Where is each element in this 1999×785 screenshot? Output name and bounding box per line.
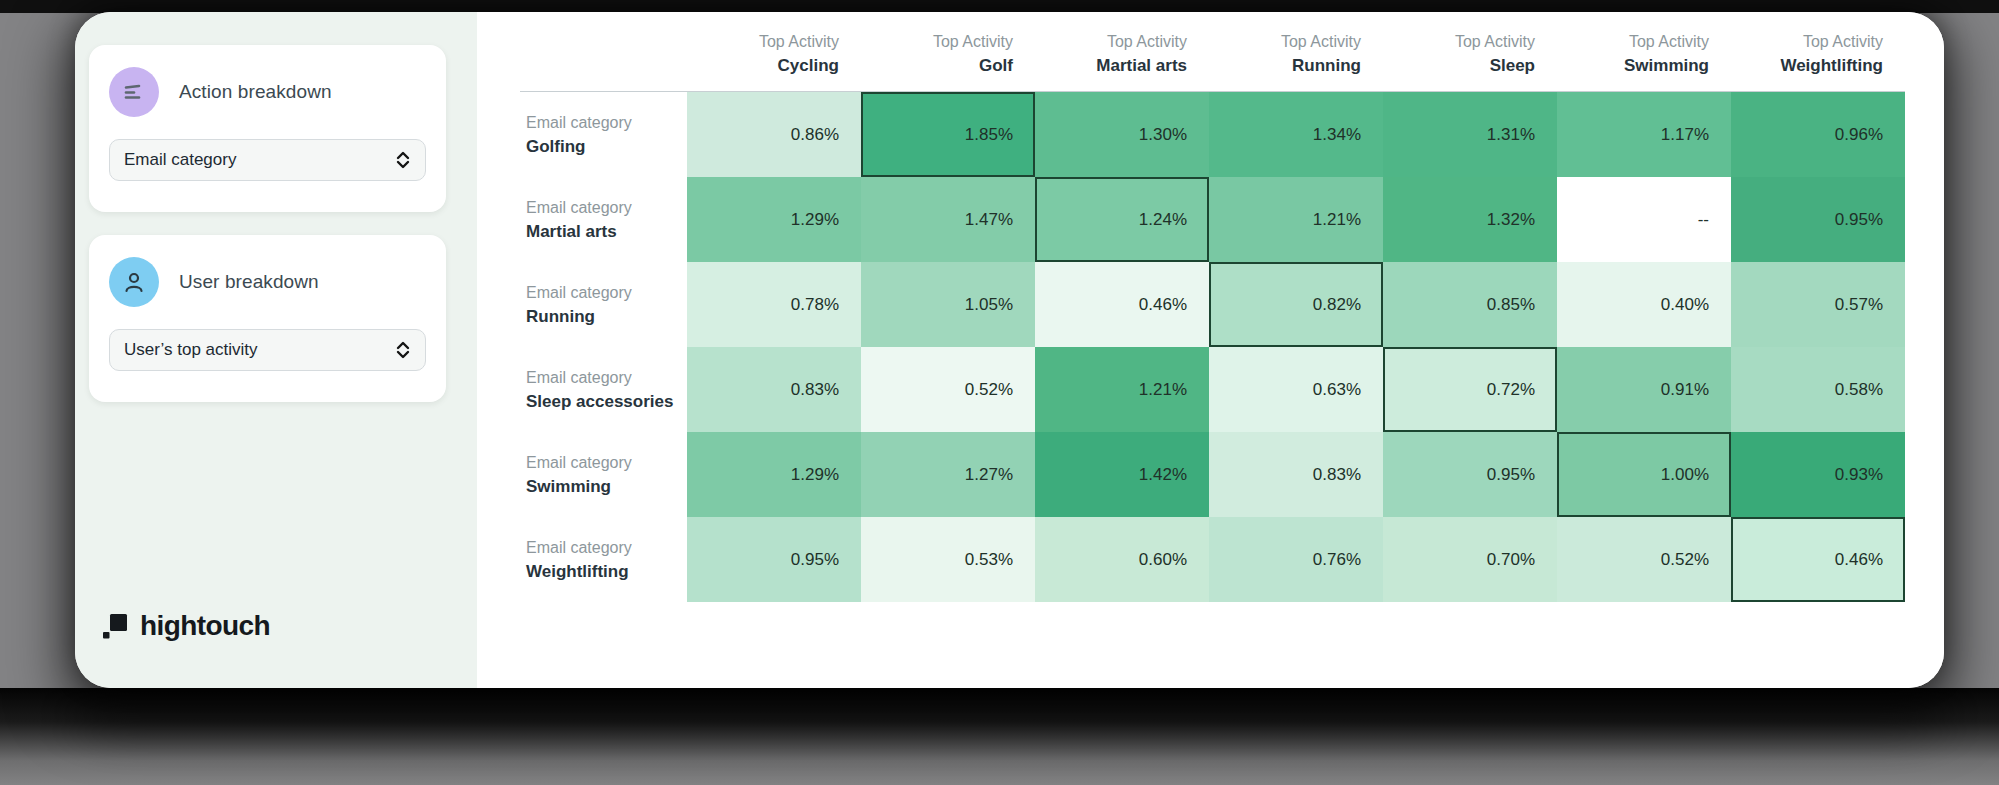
heatmap-cell[interactable]: 0.52% — [1557, 517, 1731, 602]
user-breakdown-panel: User breakdown User’s top activity — [89, 235, 446, 402]
row-label-weightlifting: Email categoryWeightlifting — [520, 517, 687, 602]
action-breakdown-select-value: Email category — [124, 150, 236, 170]
action-breakdown-select[interactable]: Email category — [109, 139, 426, 181]
heatmap-cell[interactable]: 0.95% — [687, 517, 861, 602]
hightouch-logo-icon — [101, 612, 129, 640]
heatmap-cell[interactable]: 1.32% — [1383, 177, 1557, 262]
heatmap-cell[interactable]: 0.93% — [1731, 432, 1905, 517]
heatmap-row-martial-arts: Email categoryMartial arts1.29%1.47%1.24… — [520, 177, 1905, 262]
heatmap-grid: Email categoryGolfing0.86%1.85%1.30%1.34… — [520, 91, 1905, 602]
heatmap-cell[interactable]: 0.57% — [1731, 262, 1905, 347]
heatmap-column-headers: Top ActivityCyclingTop ActivityGolfTop A… — [520, 30, 1905, 91]
column-header-cycling: Top ActivityCycling — [687, 30, 861, 78]
updown-chevron-icon — [395, 150, 411, 170]
heatmap-cell[interactable]: 0.70% — [1383, 517, 1557, 602]
heatmap-cell[interactable]: 1.24% — [1035, 177, 1209, 262]
action-breakdown-panel: Action breakdown Email category — [89, 45, 446, 212]
heatmap-cell[interactable]: 0.95% — [1731, 177, 1905, 262]
heatmap-cell[interactable]: 0.72% — [1383, 347, 1557, 432]
column-header-weightlifting: Top ActivityWeightlifting — [1731, 30, 1905, 78]
hightouch-logo-text: hightouch — [140, 610, 270, 642]
user-breakdown-select-value: User’s top activity — [124, 340, 258, 360]
user-breakdown-title: User breakdown — [179, 271, 319, 293]
heatmap-cell[interactable]: 0.96% — [1731, 92, 1905, 177]
row-label-running: Email categoryRunning — [520, 262, 687, 347]
heatmap-cell[interactable]: 1.30% — [1035, 92, 1209, 177]
row-label-martial-arts: Email categoryMartial arts — [520, 177, 687, 262]
updown-chevron-icon — [395, 340, 411, 360]
heatmap-cell[interactable]: 0.46% — [1731, 517, 1905, 602]
heatmap-cell[interactable]: 0.82% — [1209, 262, 1383, 347]
column-header-running: Top ActivityRunning — [1209, 30, 1383, 78]
heatmap-row-swimming: Email categorySwimming1.29%1.27%1.42%0.8… — [520, 432, 1905, 517]
heatmap-cell[interactable]: 1.27% — [861, 432, 1035, 517]
heatmap-cell[interactable]: 1.29% — [687, 432, 861, 517]
heatmap-cell[interactable]: 0.83% — [1209, 432, 1383, 517]
app-window: Action breakdown Email category User br — [75, 12, 1944, 688]
heatmap-cell[interactable]: 0.46% — [1035, 262, 1209, 347]
heatmap-cell[interactable]: 0.85% — [1383, 262, 1557, 347]
column-header-martial-arts: Top ActivityMartial arts — [1035, 30, 1209, 78]
heatmap-cell[interactable]: 0.58% — [1731, 347, 1905, 432]
row-label-swimming: Email categorySwimming — [520, 432, 687, 517]
column-header-swimming: Top ActivitySwimming — [1557, 30, 1731, 78]
action-breakdown-header: Action breakdown — [109, 67, 426, 117]
row-label-sleep-accessories: Email categorySleep accessories — [520, 347, 687, 432]
heatmap-cell[interactable]: 0.91% — [1557, 347, 1731, 432]
heatmap-row-golfing: Email categoryGolfing0.86%1.85%1.30%1.34… — [520, 92, 1905, 177]
action-breakdown-bars-icon — [109, 67, 159, 117]
heatmap-cell[interactable]: 1.47% — [861, 177, 1035, 262]
sidebar: Action breakdown Email category User br — [75, 12, 477, 688]
heatmap-cell[interactable]: 0.63% — [1209, 347, 1383, 432]
heatmap-cell[interactable]: 1.21% — [1209, 177, 1383, 262]
heatmap: Top ActivityCyclingTop ActivityGolfTop A… — [520, 30, 1905, 602]
heatmap-cell[interactable]: 1.21% — [1035, 347, 1209, 432]
heatmap-cell[interactable]: 1.31% — [1383, 92, 1557, 177]
heatmap-cell[interactable]: 1.29% — [687, 177, 861, 262]
heatmap-cell[interactable]: 0.40% — [1557, 262, 1731, 347]
heatmap-cell[interactable]: 0.60% — [1035, 517, 1209, 602]
heatmap-cell[interactable]: 1.34% — [1209, 92, 1383, 177]
heatmap-cell[interactable]: -- — [1557, 177, 1731, 262]
heatmap-row-running: Email categoryRunning0.78%1.05%0.46%0.82… — [520, 262, 1905, 347]
heatmap-area: Top ActivityCyclingTop ActivityGolfTop A… — [477, 12, 1944, 688]
heatmap-cell[interactable]: 0.76% — [1209, 517, 1383, 602]
action-breakdown-title: Action breakdown — [179, 81, 332, 103]
row-label-golfing: Email categoryGolfing — [520, 92, 687, 177]
column-header-sleep: Top ActivitySleep — [1383, 30, 1557, 78]
user-breakdown-select[interactable]: User’s top activity — [109, 329, 426, 371]
heatmap-cell[interactable]: 0.52% — [861, 347, 1035, 432]
heatmap-cell[interactable]: 0.53% — [861, 517, 1035, 602]
hightouch-logo: hightouch — [101, 610, 270, 642]
heatmap-cell[interactable]: 0.78% — [687, 262, 861, 347]
user-person-icon — [109, 257, 159, 307]
heatmap-cell[interactable]: 1.05% — [861, 262, 1035, 347]
column-header-golf: Top ActivityGolf — [861, 30, 1035, 78]
heatmap-cell[interactable]: 1.00% — [1557, 432, 1731, 517]
heatmap-cell[interactable]: 1.42% — [1035, 432, 1209, 517]
heatmap-cell[interactable]: 0.95% — [1383, 432, 1557, 517]
user-breakdown-header: User breakdown — [109, 257, 426, 307]
heatmap-row-weightlifting: Email categoryWeightlifting0.95%0.53%0.6… — [520, 517, 1905, 602]
heatmap-cell[interactable]: 1.17% — [1557, 92, 1731, 177]
heatmap-cell[interactable]: 1.85% — [861, 92, 1035, 177]
heatmap-row-sleep-accessories: Email categorySleep accessories0.83%0.52… — [520, 347, 1905, 432]
backdrop-bottom — [0, 688, 1999, 785]
heatmap-cell[interactable]: 0.86% — [687, 92, 861, 177]
heatmap-cell[interactable]: 0.83% — [687, 347, 861, 432]
